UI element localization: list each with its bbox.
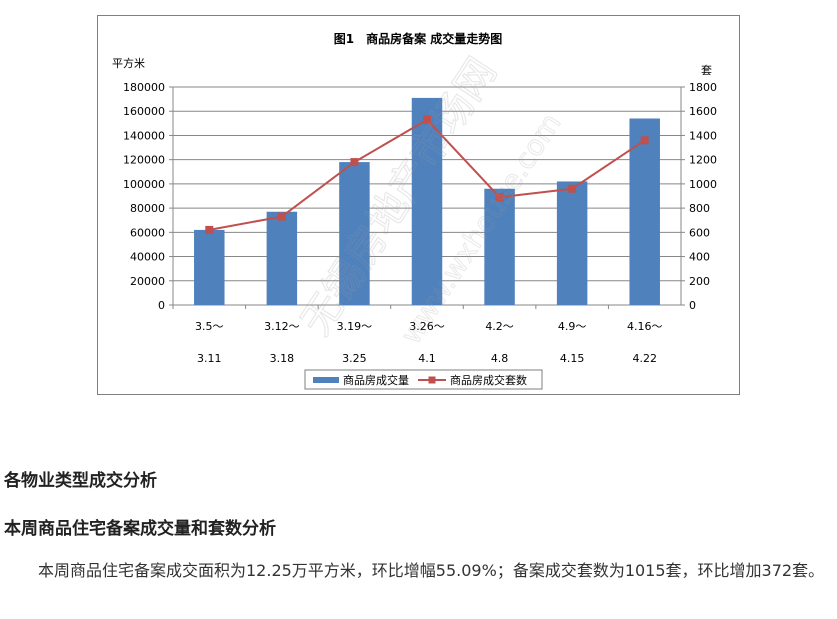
chart-svg: 0 20000 40000 60000 80000 100000 120000 140000 1…	[112, 31, 717, 390]
line-point	[640, 136, 649, 145]
x-tick-label-start: 3.12～	[264, 320, 300, 333]
x-tick-label-end: 3.25	[342, 352, 367, 365]
x-tick-label-end: 3.11	[197, 352, 222, 365]
y-left-tick-label: 160000	[123, 105, 165, 118]
line-point	[423, 115, 431, 124]
line-point	[205, 225, 214, 234]
y-left-tick-label: 80000	[130, 202, 165, 215]
y-left-tick-label: 120000	[123, 154, 165, 167]
bar	[629, 118, 660, 305]
line-point	[277, 212, 286, 221]
legend: 商品房成交量 商品房成交套数	[304, 369, 543, 390]
y-right-tick-label: 0	[689, 299, 696, 312]
x-tick-label-start: 4.9～	[558, 320, 587, 333]
x-tick-label-end: 4.22	[632, 352, 657, 365]
y-left-tick-label: 100000	[123, 178, 165, 191]
line-series	[205, 115, 649, 234]
y-left-tick-label: 0	[158, 299, 165, 312]
bar	[266, 211, 298, 305]
bar-series	[194, 97, 660, 306]
y-right-tick-label: 1000	[689, 178, 717, 191]
y-left-tick-label: 140000	[123, 129, 165, 142]
y-right-tick-label: 600	[689, 226, 710, 239]
chart-title: 图1 商品房备案 成交量走势图	[334, 31, 503, 46]
y-right-tick-label: 400	[689, 251, 710, 264]
y-right-tick-label: 1400	[689, 129, 717, 142]
tick-labels: 0 20000 40000 60000 80000 100000 120000 140000 1…	[123, 81, 717, 365]
x-tick-label-end: 4.8	[491, 352, 509, 365]
y-left-tick-label: 180000	[123, 81, 165, 94]
y-right-tick-label: 1200	[689, 154, 717, 167]
line-point	[495, 193, 504, 202]
x-tick-label-start: 3.5～	[195, 320, 224, 333]
legend-line-marker	[428, 376, 436, 384]
line-point	[568, 184, 577, 193]
bar	[411, 97, 443, 306]
y-right-tick-label: 200	[689, 275, 710, 288]
bar	[339, 162, 370, 305]
x-tick-label-start: 3.19～	[337, 320, 373, 333]
y-axis-right-unit: 套	[701, 64, 712, 77]
line-point	[350, 158, 359, 167]
x-tick-label-start: 4.16～	[627, 320, 663, 333]
subsection-heading: 本周商品住宅备案成交量和套数分析	[4, 519, 276, 539]
y-right-tick-label: 1800	[689, 81, 717, 94]
watermark-cn: 无锡房地产市场网	[293, 50, 506, 343]
y-axis-left-unit: 平方米	[112, 56, 145, 70]
bar	[194, 229, 225, 305]
bar	[484, 188, 515, 305]
x-tick-label-start: 3.26～	[409, 320, 445, 333]
y-left-tick-label: 40000	[130, 251, 165, 264]
x-tick-label-end: 4.1	[418, 352, 436, 365]
x-tick-label-end: 4.15	[560, 352, 585, 365]
chart-container: 0 20000 40000 60000 80000 100000 120000 140000 1…	[97, 15, 740, 395]
y-right-tick-label: 800	[689, 202, 710, 215]
legend-line-label: 商品房成交套数	[450, 373, 527, 387]
x-tick-label-start: 4.2～	[485, 320, 513, 333]
x-tick-label-end: 3.18	[270, 352, 295, 365]
y-left-tick-label: 20000	[130, 275, 165, 288]
bar	[556, 181, 588, 305]
y-right-tick-label: 1600	[689, 105, 717, 118]
body-paragraph: 本周商品住宅备案成交面积为12.25万平方米，环比增幅55.09%；备案成交套数…	[38, 561, 825, 580]
y-left-tick-label: 60000	[130, 226, 165, 239]
legend-bar-swatch	[313, 377, 339, 383]
legend-bar-label: 商品房成交量	[343, 373, 409, 387]
section-heading: 各物业类型成交分析	[4, 471, 157, 491]
